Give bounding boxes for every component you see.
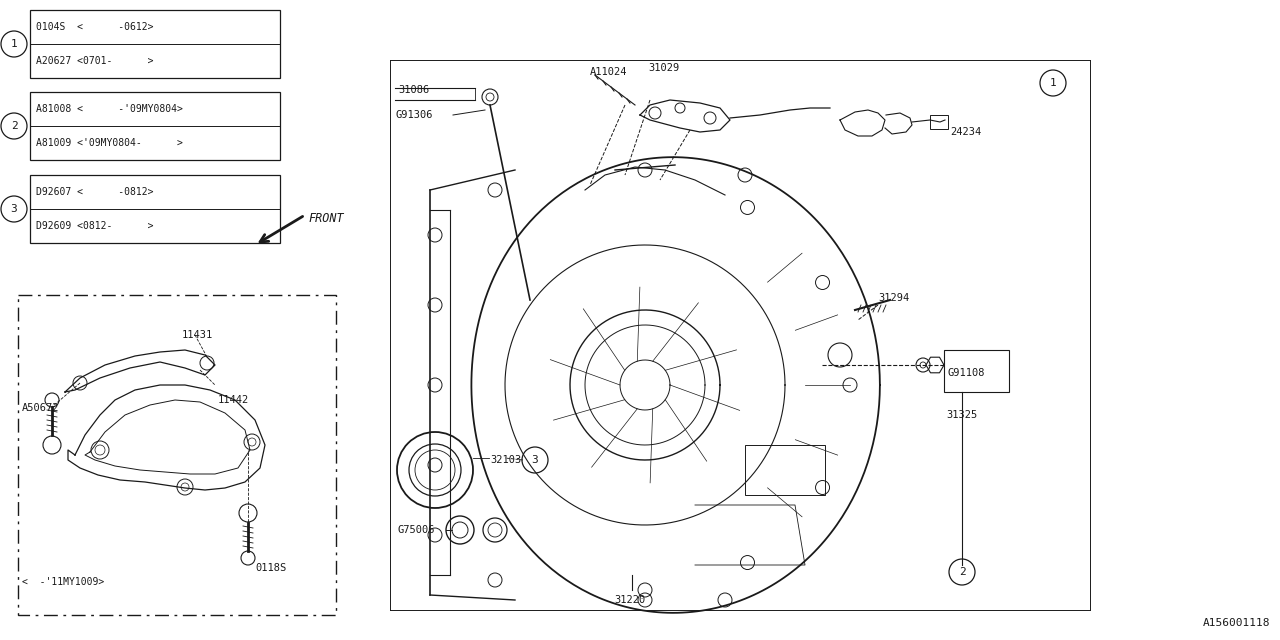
Text: A81008 <      -'09MY0804>: A81008 < -'09MY0804> [36,104,183,114]
Bar [29,92,280,160]
Text: D92609 <0812-      >: D92609 <0812- > [36,221,154,231]
Text: <  -'11MY1009>: < -'11MY1009> [22,577,104,587]
Text: A156001118: A156001118 [1202,618,1270,628]
Bar [29,10,280,78]
Text: D92607 <      -0812>: D92607 < -0812> [36,187,154,197]
Text: 31294: 31294 [878,293,909,303]
Bar [931,115,948,129]
Text: 31325: 31325 [946,410,977,420]
Text: 31086: 31086 [398,85,429,95]
Text: 2: 2 [959,567,965,577]
Text: 0118S: 0118S [255,563,287,573]
Text: G91108: G91108 [948,368,986,378]
Bar [945,350,1009,392]
Text: FRONT: FRONT [308,211,343,225]
Text: 3: 3 [10,204,18,214]
Text: A11024: A11024 [590,67,627,77]
Text: 1: 1 [1050,78,1056,88]
Text: G75006: G75006 [398,525,435,535]
Text: 31029: 31029 [648,63,680,73]
Bar [745,445,826,495]
Text: 24234: 24234 [950,127,982,137]
Text: A50672: A50672 [22,403,59,413]
Text: 32103: 32103 [490,455,521,465]
Text: 2: 2 [10,121,18,131]
Bar [29,175,280,243]
Text: 0104S  <      -0612>: 0104S < -0612> [36,22,154,32]
Text: 11431: 11431 [182,330,214,340]
Text: G91306: G91306 [396,110,434,120]
Text: A81009 <'09MY0804-      >: A81009 <'09MY0804- > [36,138,183,148]
Text: 3: 3 [531,455,539,465]
Bar [18,295,335,615]
Text: 1: 1 [10,39,18,49]
Text: 31220: 31220 [614,595,645,605]
Text: A20627 <0701-      >: A20627 <0701- > [36,56,154,66]
Text: 11442: 11442 [218,395,250,405]
